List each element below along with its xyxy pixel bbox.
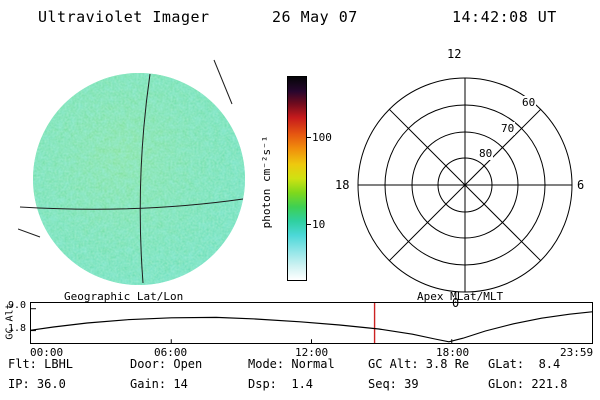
time-label: 14:42:08 UT <box>452 8 557 26</box>
colorbar-tick-mark-100 <box>307 137 311 138</box>
uv-disk-speckle <box>33 73 245 285</box>
gc-alt-chart <box>31 303 592 343</box>
status-mode: Mode: Normal <box>248 357 335 371</box>
mlt-label-12: 12 <box>447 47 462 61</box>
geographic-grid-title: Geographic Lat/Lon <box>64 290 184 303</box>
time-axis-label-0000: 00:00 <box>30 346 64 359</box>
axis-tick-marks <box>31 308 453 343</box>
colorbar-tick-mark-10 <box>307 224 311 225</box>
status-flt: Flt: LBHL <box>8 357 74 371</box>
gc-alt-curve <box>31 311 592 343</box>
colorbar <box>287 76 307 281</box>
apex-grid-title: Apex MLat/MLT <box>417 290 504 303</box>
uv-image-panel <box>18 58 258 298</box>
status-glat: GLat: 8.4 <box>488 357 561 371</box>
status-door: Door: Open <box>130 357 203 371</box>
time-axis-label-1800: 18:00 <box>436 346 470 359</box>
status-dsp: Dsp: 1.4 <box>248 377 314 391</box>
uv-earth-disk <box>33 73 245 285</box>
gc-alt-ytick-1-8: 1.8 <box>7 323 26 334</box>
gc-alt-chart-frame <box>30 302 593 344</box>
mlat-ring-label-60: 60 <box>521 96 537 109</box>
status-gain: Gain: 14 <box>130 377 188 391</box>
mlat-ring-label-80: 80 <box>478 147 494 160</box>
latitude-line <box>19 198 244 210</box>
colorbar-tick-label-10: 10 <box>312 218 326 231</box>
grid-segment-upper-right <box>213 59 233 105</box>
status-glon: GLon: 221.8 <box>488 377 568 391</box>
time-axis-label-0600: 06:00 <box>154 346 188 359</box>
mlt-label-6: 6 <box>577 178 585 192</box>
time-axis-label-2359: 23:59 <box>560 346 594 359</box>
geographic-grid-lines <box>18 59 244 284</box>
status-seq: Seq: 39 <box>368 377 419 391</box>
mlt-label-18: 18 <box>335 178 350 192</box>
status-gc-alt: GC Alt: 3.8 Re <box>368 357 470 371</box>
grid-segment-left <box>18 228 41 238</box>
apex-polar-grid <box>357 77 573 293</box>
mlat-ring-label-70: 70 <box>500 122 516 135</box>
meridian-line <box>139 73 151 284</box>
colorbar-axis-label: photon cm⁻²s⁻¹ <box>260 135 273 229</box>
gc-alt-ytick-9: 9.0 <box>7 300 26 311</box>
colorbar-tick-label-100: 100 <box>312 131 332 144</box>
app-title: Ultraviolet Imager <box>38 8 210 26</box>
mlt-label-0: 0 <box>452 296 460 310</box>
date-label: 26 May 07 <box>272 8 358 26</box>
time-axis-label-1200: 12:00 <box>295 346 329 359</box>
status-ip: IP: 36.0 <box>8 377 66 391</box>
